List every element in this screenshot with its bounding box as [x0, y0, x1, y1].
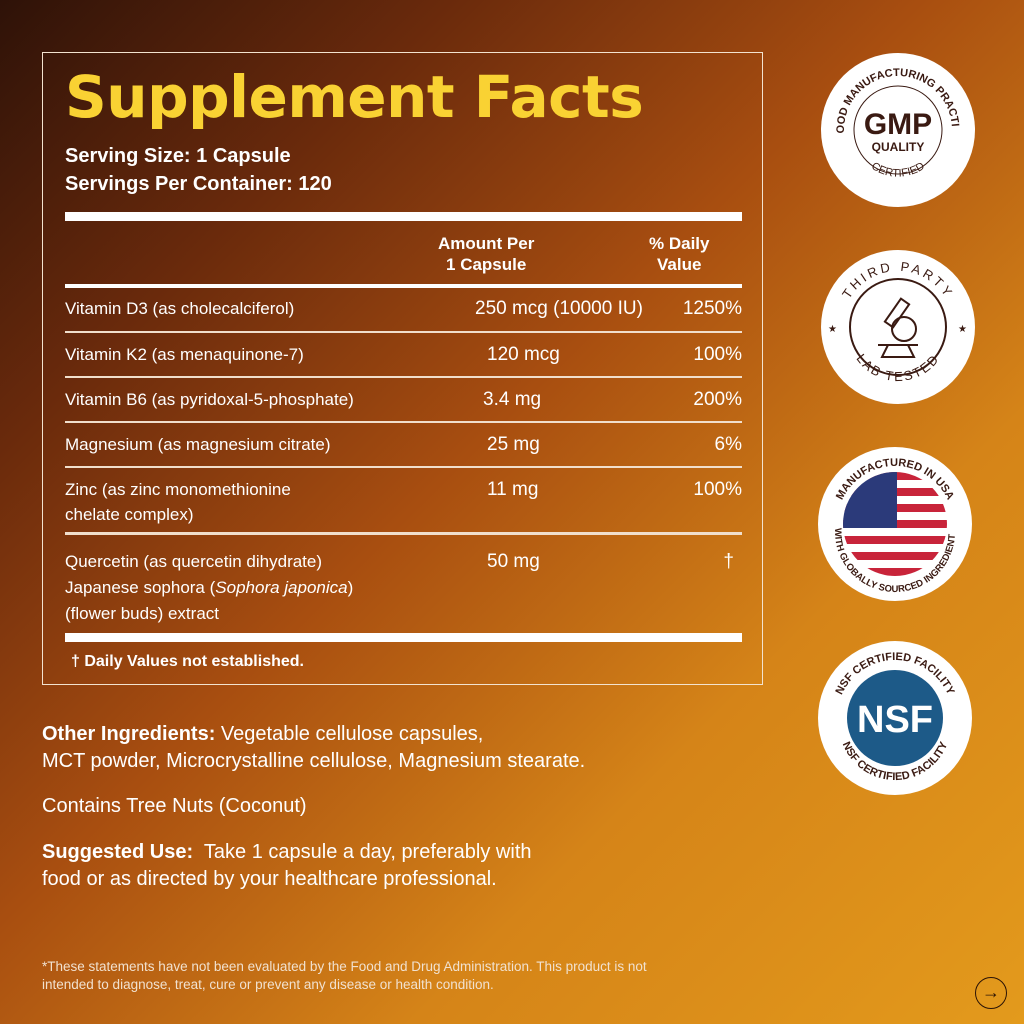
amount-header: Amount Per 1 Capsule — [438, 234, 535, 274]
made-in-usa-badge: MANUFACTURED IN USA WITH GLOBALLY SOURCE… — [817, 446, 972, 601]
row-divider — [65, 421, 742, 423]
svg-text:NSF: NSF — [857, 699, 933, 741]
row-divider — [65, 532, 742, 535]
svg-text:★: ★ — [958, 324, 967, 335]
allergen-statement: Contains Tree Nuts (Coconut) — [42, 795, 307, 817]
gmp-badge: GOOD MANUFACTURING PRACTICE GMP QUALITY … — [820, 52, 975, 207]
row-divider — [65, 376, 742, 378]
supplement-facts-panel: Supplement Facts Serving Size: 1 Capsule… — [42, 52, 763, 685]
arrow-right-icon[interactable]: → — [975, 977, 1007, 1009]
svg-text:★: ★ — [828, 324, 837, 335]
other-ingredients: Other Ingredients: Vegetable cellulose c… — [42, 723, 586, 772]
panel-title: Supplement Facts — [65, 63, 644, 131]
row-divider — [65, 331, 742, 333]
third-party-lab-badge: THIRD PARTY ★ ★ LAB TESTED — [821, 250, 975, 404]
svg-text:GMP: GMP — [864, 108, 932, 141]
divider-medium — [65, 284, 742, 288]
suggested-use: Suggested Use: Take 1 capsule a day, pre… — [42, 841, 532, 890]
nsf-certified-badge: NSF CERTIFIED FACILITY NSF NSF CERTIFIED… — [818, 641, 972, 795]
divider-thick — [65, 212, 742, 221]
serving-size: Serving Size: 1 Capsule — [65, 145, 291, 167]
fda-disclaimer: *These statements have not been evaluate… — [42, 959, 647, 992]
footnote: † Daily Values not established. — [71, 653, 304, 670]
divider-thick — [65, 633, 742, 642]
servings-per-container: Servings Per Container: 120 — [65, 173, 332, 195]
svg-text:CERTIFIED: CERTIFIED — [869, 160, 927, 180]
dv-header: % Daily Value — [649, 234, 710, 274]
svg-text:QUALITY: QUALITY — [872, 140, 925, 154]
microscope-icon — [878, 297, 918, 358]
row-divider — [65, 466, 742, 468]
